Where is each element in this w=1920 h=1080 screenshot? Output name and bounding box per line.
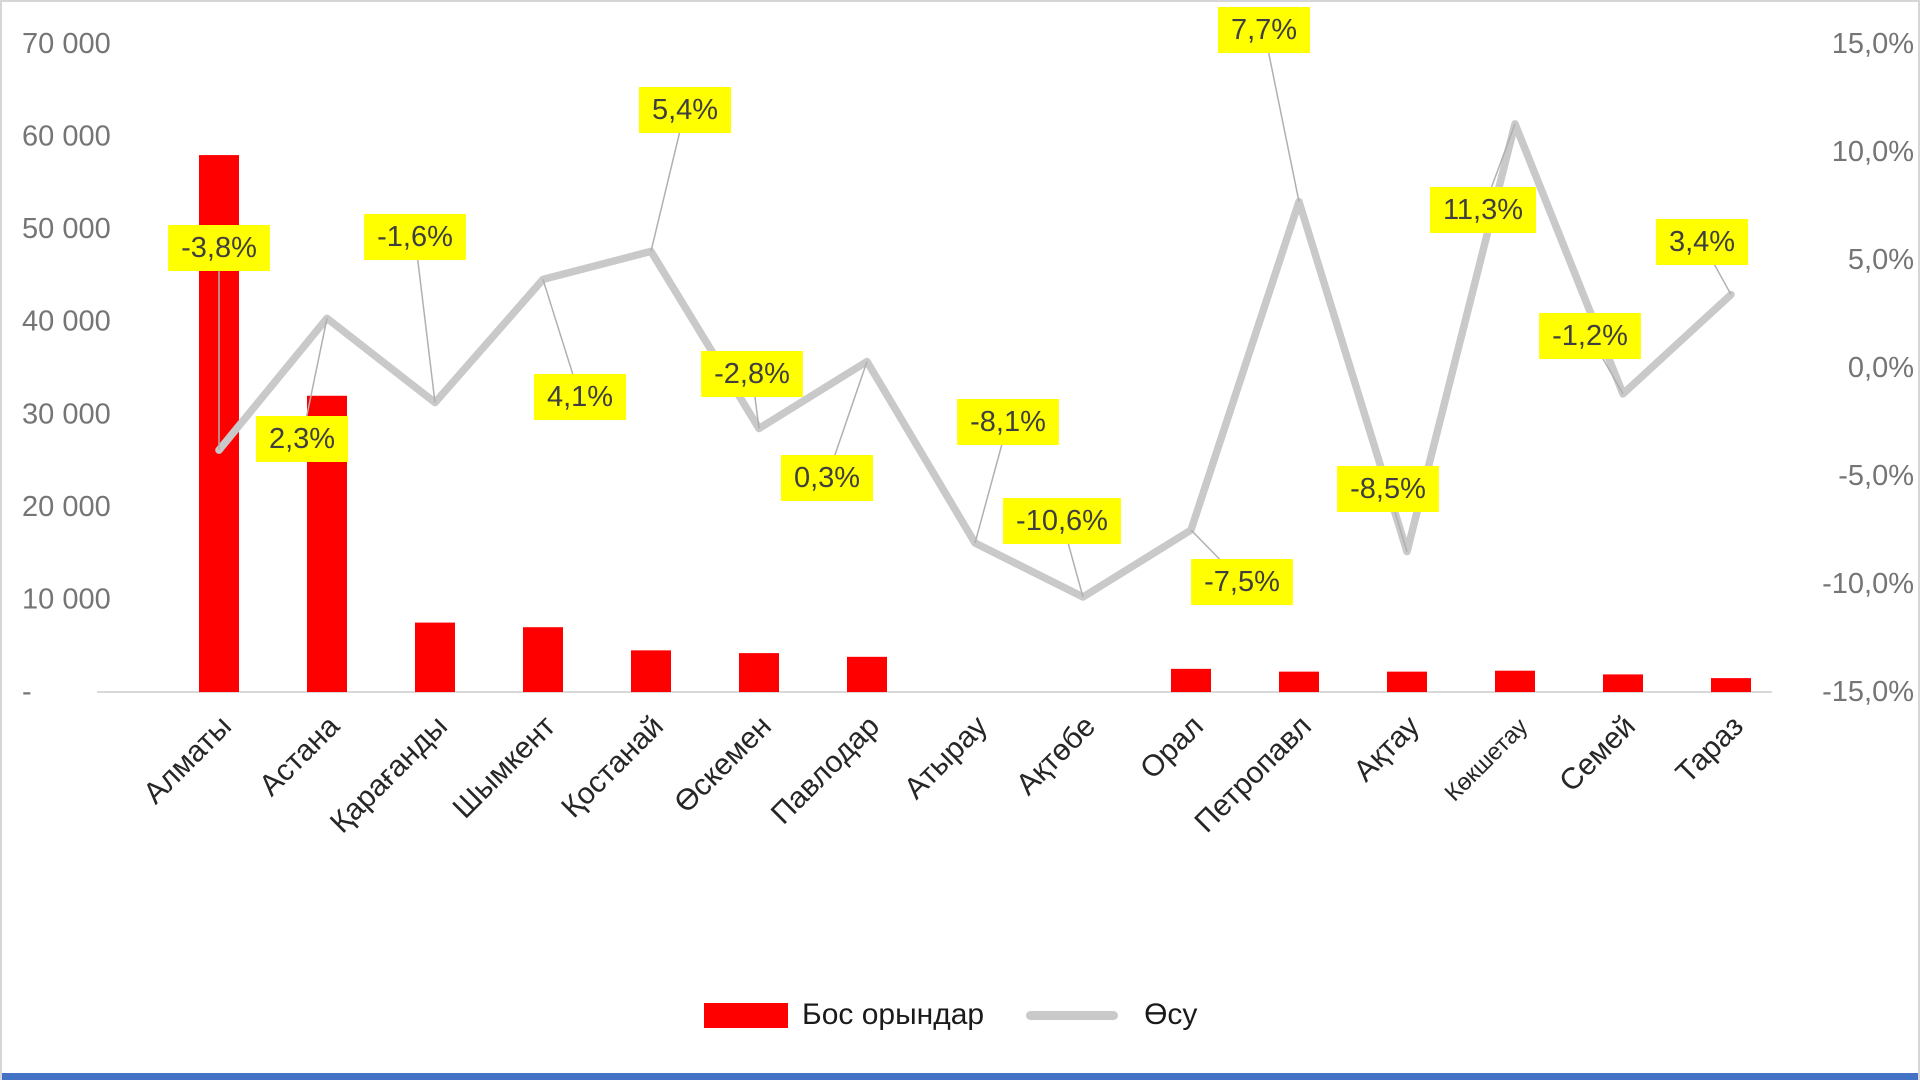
data-label-Алматы[interactable]: -3,8% — [181, 232, 257, 264]
data-label-bg[interactable] — [1429, 187, 1537, 233]
left-axis-tick[interactable]: 20 000 — [22, 491, 111, 523]
left-axis-tick[interactable]: 30 000 — [22, 398, 111, 430]
left-axis-tick[interactable]: 70 000 — [22, 28, 111, 60]
right-axis-tick[interactable]: -10,0% — [1822, 568, 1914, 600]
data-label-bg[interactable] — [1539, 313, 1641, 359]
right-axis-tick[interactable]: 0,0% — [1848, 352, 1914, 384]
category-label-Тараз[interactable]: Тараз — [1670, 710, 1750, 790]
left-axis-tick[interactable]: 10 000 — [22, 583, 111, 615]
bar-Өскемен[interactable] — [739, 653, 779, 692]
bar-Павлодар[interactable] — [847, 656, 887, 692]
category-label-Атырау[interactable]: Атырау — [898, 710, 994, 806]
category-label-Алматы[interactable]: Алматы — [137, 710, 238, 811]
category-label-Өскемен[interactable]: Өскемен — [668, 710, 778, 820]
data-label-Өскемен[interactable]: -2,8% — [714, 358, 790, 390]
growth-line[interactable] — [215, 120, 1735, 601]
data-label-Орал[interactable]: -7,5% — [1204, 566, 1280, 598]
data-label-bg[interactable] — [533, 374, 627, 420]
data-label-bg[interactable] — [701, 351, 803, 397]
data-label-Астана[interactable]: 2,3% — [269, 423, 335, 455]
data-label-Шымкент[interactable]: 4,1% — [547, 381, 613, 413]
category-label-Шымкент[interactable]: Шымкент — [447, 709, 563, 825]
right-axis-tick[interactable]: -15,0% — [1822, 676, 1914, 708]
category-label-Семей[interactable]: Семей — [1553, 710, 1642, 799]
chart-legend: Бос орындар Өсу — [704, 998, 1197, 1032]
legend-bar-swatch[interactable] — [704, 1002, 788, 1028]
left-axis-tick[interactable]: 50 000 — [22, 213, 111, 245]
data-label-bg[interactable] — [1003, 498, 1121, 544]
data-label-Көкшетау[interactable]: 11,3% — [1443, 194, 1523, 226]
category-label-Орал[interactable]: Орал — [1134, 710, 1210, 786]
category-label-Көкшетау[interactable]: Көкшетау — [1440, 713, 1534, 807]
data-label-leader — [650, 109, 686, 252]
legend-line-label[interactable]: Өсу — [1144, 998, 1198, 1031]
data-label-leader — [1263, 29, 1300, 202]
data-label-bg[interactable] — [1337, 466, 1439, 512]
data-label-Семей[interactable]: -1,2% — [1552, 320, 1628, 352]
right-axis-tick[interactable]: 10,0% — [1832, 136, 1914, 168]
data-label-Павлодар[interactable]: 0,3% — [794, 462, 860, 494]
category-label-Ақтөбе[interactable]: Ақтөбе — [1010, 710, 1102, 802]
data-label-Петропавл[interactable]: 7,7% — [1231, 14, 1297, 46]
category-label-Павлодар[interactable]: Павлодар — [765, 710, 886, 831]
left-axis-tick[interactable]: - — [22, 676, 32, 708]
data-label-bg[interactable] — [638, 87, 732, 133]
data-label-bg[interactable] — [957, 399, 1059, 445]
category-label-Қостанай[interactable]: Қостанай — [555, 710, 670, 825]
bar-Қарағанды[interactable] — [415, 622, 455, 692]
legend-bar-label[interactable]: Бос орындар — [802, 998, 985, 1031]
right-axis-tick[interactable]: -5,0% — [1838, 460, 1914, 492]
bar-Ақтау[interactable] — [1387, 671, 1427, 692]
data-label-Тараз[interactable]: 3,4% — [1669, 226, 1735, 258]
category-label-Қарағанды[interactable]: Қарағанды — [324, 710, 454, 840]
bottom-blue-strip — [2, 1073, 1918, 1080]
category-label-Астана[interactable]: Астана — [253, 709, 346, 802]
left-axis-tick[interactable]: 40 000 — [22, 306, 111, 338]
data-label-bg[interactable] — [255, 416, 349, 462]
right-axis-tick[interactable]: 15,0% — [1832, 28, 1914, 60]
data-label-bg[interactable] — [1191, 559, 1293, 605]
data-label-Атырау[interactable]: -8,1% — [970, 406, 1046, 438]
data-label-Қостанай[interactable]: 5,4% — [652, 94, 718, 126]
bar-Шымкент[interactable] — [523, 627, 563, 692]
data-label-Ақтау[interactable]: -8,5% — [1350, 473, 1426, 505]
left-axis-tick[interactable]: 60 000 — [22, 121, 111, 153]
data-label-bg[interactable] — [780, 455, 874, 501]
bar-Қостанай[interactable] — [631, 650, 671, 692]
data-label-Қарағанды[interactable]: -1,6% — [377, 221, 453, 253]
bar-Орал[interactable] — [1171, 668, 1211, 692]
data-label-leader — [414, 236, 436, 403]
data-label-bg[interactable] — [1655, 219, 1749, 265]
bar-Көкшетау[interactable] — [1495, 670, 1535, 692]
category-label-Ақтау[interactable]: Ақтау — [1348, 710, 1426, 788]
data-label-bg[interactable] — [168, 225, 270, 271]
category-label-Петропавл[interactable]: Петропавл — [1189, 710, 1318, 839]
legend-line-swatch[interactable] — [1026, 1010, 1119, 1020]
bar-Семей[interactable] — [1603, 674, 1643, 692]
data-label-bg[interactable] — [1217, 7, 1311, 53]
data-label-Ақтөбе[interactable]: -10,6% — [1016, 505, 1108, 537]
bar-Тараз[interactable] — [1711, 678, 1751, 692]
bar-Петропавл[interactable] — [1279, 671, 1319, 692]
right-axis-tick[interactable]: 5,0% — [1848, 244, 1914, 276]
data-label-bg[interactable] — [364, 214, 466, 260]
